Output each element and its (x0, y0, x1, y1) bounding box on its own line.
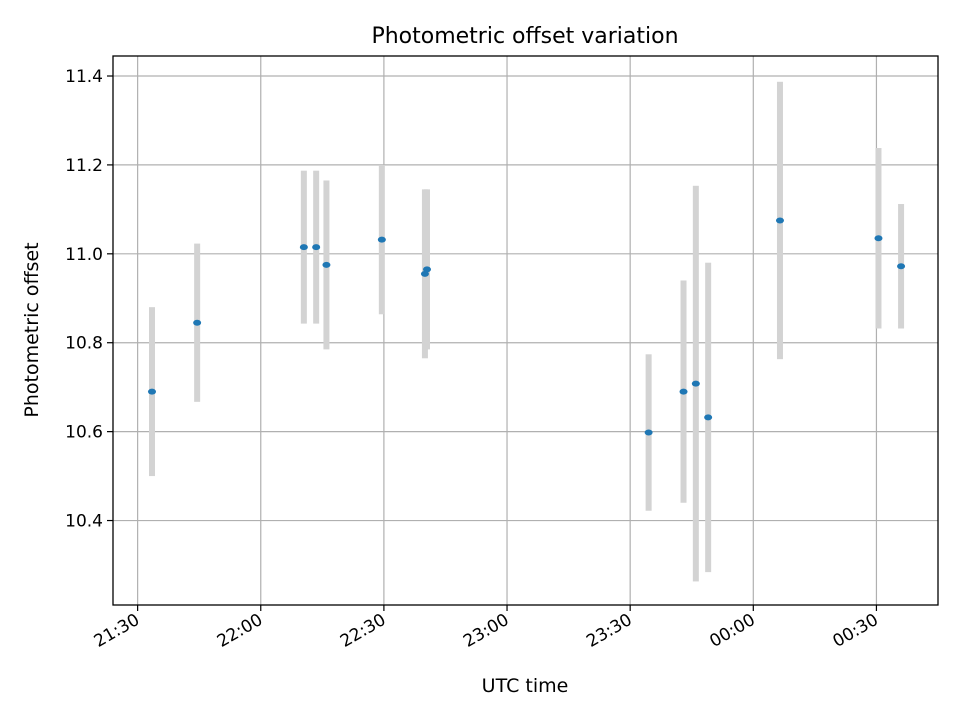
data-point (312, 244, 321, 251)
y-tick-label: 10.4 (65, 512, 103, 532)
data-point (897, 263, 906, 270)
data-point (147, 388, 156, 395)
data-point (322, 261, 331, 268)
y-tick-label: 11.2 (65, 156, 103, 176)
y-tick-label: 11.0 (65, 245, 103, 265)
chart-title: Photometric offset variation (371, 24, 678, 49)
y-tick-label: 10.8 (65, 334, 103, 354)
y-axis-label: Photometric offset (21, 242, 43, 417)
data-point (193, 319, 202, 326)
data-point (644, 429, 653, 436)
y-tick-label: 11.4 (65, 67, 103, 87)
grid-lines (113, 56, 938, 605)
data-point (299, 244, 308, 251)
y-tick-label: 10.6 (65, 423, 103, 443)
data-point (679, 388, 688, 395)
data-point (704, 414, 713, 421)
data-point (775, 217, 784, 224)
data-point (377, 236, 386, 243)
x-axis-label: UTC time (482, 675, 569, 697)
y-axis-ticks: 10.4 10.6 10.8 11.0 11.2 11.4 (65, 67, 113, 532)
data-points (147, 217, 906, 436)
data-point (874, 235, 883, 242)
data-point (691, 380, 700, 387)
plot-frame (112, 55, 939, 606)
data-point (422, 266, 431, 273)
